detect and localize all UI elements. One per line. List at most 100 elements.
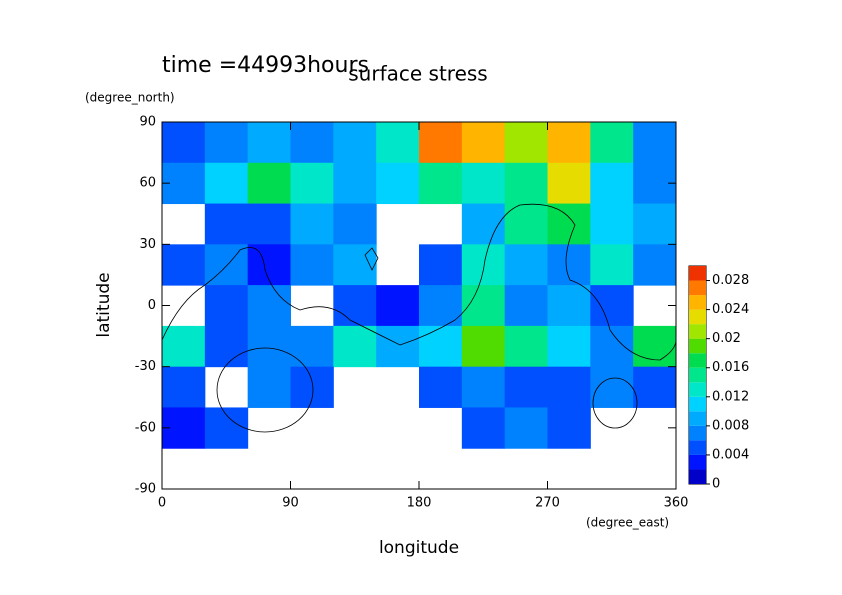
colorbar-swatch: [689, 454, 706, 470]
field-cell: [590, 122, 634, 164]
field-cell: [461, 203, 506, 245]
field-cell: [204, 407, 249, 449]
colorbar-tick-label: 0.028: [712, 273, 749, 288]
field-cell: [290, 122, 334, 164]
field-cell: [247, 203, 291, 245]
x-tick-label: 360: [664, 496, 689, 511]
field-cell: [504, 244, 548, 286]
field-cell: [590, 366, 634, 408]
field-cell: [204, 325, 249, 368]
field-cell: [333, 122, 377, 164]
field-cell: [247, 285, 291, 327]
field-cell: [461, 244, 506, 286]
coastline: [161, 203, 677, 361]
field-cell: [247, 325, 291, 368]
colorbar-swatch: [689, 324, 706, 339]
field-cell: [504, 325, 548, 368]
field-cell: [590, 203, 634, 245]
field-cell: [461, 366, 506, 408]
colorbar-swatch: [689, 396, 706, 412]
y-tick-label: 90: [139, 115, 156, 130]
chart-title: surface stress: [348, 62, 487, 86]
field-cell: [504, 122, 548, 164]
field-cell: [247, 162, 291, 205]
y-tick-label: 30: [139, 237, 156, 252]
field-cell: [461, 407, 506, 449]
colorbar-swatch: [689, 266, 706, 281]
field-cell: [376, 122, 420, 164]
field-cell: [547, 162, 591, 205]
field-cell: [461, 122, 506, 164]
colorbar-swatch: [689, 440, 706, 455]
colorbar-swatch: [689, 469, 706, 484]
field-cell: [376, 325, 420, 368]
field-cell: [419, 325, 463, 368]
field-cell: [547, 407, 591, 449]
field-cell: [419, 366, 463, 408]
field-cell: [633, 366, 677, 408]
field-cell: [204, 244, 249, 286]
field-cell: [376, 162, 420, 205]
colorbar-swatch: [689, 295, 706, 310]
field-cell: [247, 122, 291, 164]
y-units: (degree_north): [85, 91, 175, 105]
colorbar-tick-label: 0.012: [712, 389, 749, 404]
colorbar-tick-label: 0.004: [712, 447, 749, 462]
colorbar-swatch: [689, 353, 706, 368]
colorbar-tick-label: 0.008: [712, 418, 749, 433]
field-cell: [590, 244, 634, 286]
coastline: [592, 377, 638, 429]
field-cell: [504, 366, 548, 408]
field-cell: [162, 325, 206, 368]
field-cell: [290, 325, 334, 368]
x-tick-label: 180: [407, 496, 432, 511]
field-cell: [204, 162, 249, 205]
field-cell: [633, 244, 677, 286]
field-cell: [333, 244, 377, 286]
x-axis-label: longitude: [379, 538, 459, 558]
field-cell: [333, 203, 377, 245]
field-cell: [419, 162, 463, 205]
field-cell: [333, 285, 377, 327]
colorbar-swatch: [689, 382, 706, 397]
field-cell: [504, 162, 548, 205]
field-cell: [547, 325, 591, 368]
field-cell: [633, 122, 677, 164]
field-cell: [247, 244, 291, 286]
y-tick-label: 60: [139, 176, 156, 191]
field-cell: [590, 162, 634, 205]
field-cell: [162, 122, 206, 164]
field-cell: [204, 122, 249, 164]
colorbar-swatch: [689, 425, 706, 441]
field-cell: [633, 325, 677, 368]
colorbar-swatch: [689, 367, 706, 383]
y-tick-label: -90: [135, 482, 156, 497]
y-tick-label: 0: [148, 298, 156, 313]
field-cell: [290, 244, 334, 286]
field-cell: [162, 244, 206, 286]
coastline: [216, 347, 314, 433]
field-cell: [461, 325, 506, 368]
field-cell: [504, 285, 548, 327]
field-cell: [461, 285, 506, 327]
field-cell: [333, 325, 377, 368]
y-tick-label: -60: [135, 420, 156, 435]
colorbar-tick-label: 0.02: [712, 331, 741, 346]
field-cell: [590, 325, 634, 368]
field-cell: [590, 285, 634, 327]
field-cell: [419, 122, 463, 164]
colorbar-tick-label: 0.024: [712, 302, 749, 317]
colorbar-swatch: [689, 280, 706, 296]
colorbar-swatch: [689, 309, 706, 325]
coastline: [364, 247, 379, 271]
y-tick-label: -30: [135, 359, 156, 374]
x-tick-label: 0: [158, 496, 166, 511]
field-cell: [547, 122, 591, 164]
field-cell: [419, 244, 463, 286]
field-cell: [547, 244, 591, 286]
x-tick-label: 90: [282, 496, 299, 511]
field-cell: [247, 366, 291, 408]
field-cell: [547, 285, 591, 327]
field-cell: [333, 162, 377, 205]
